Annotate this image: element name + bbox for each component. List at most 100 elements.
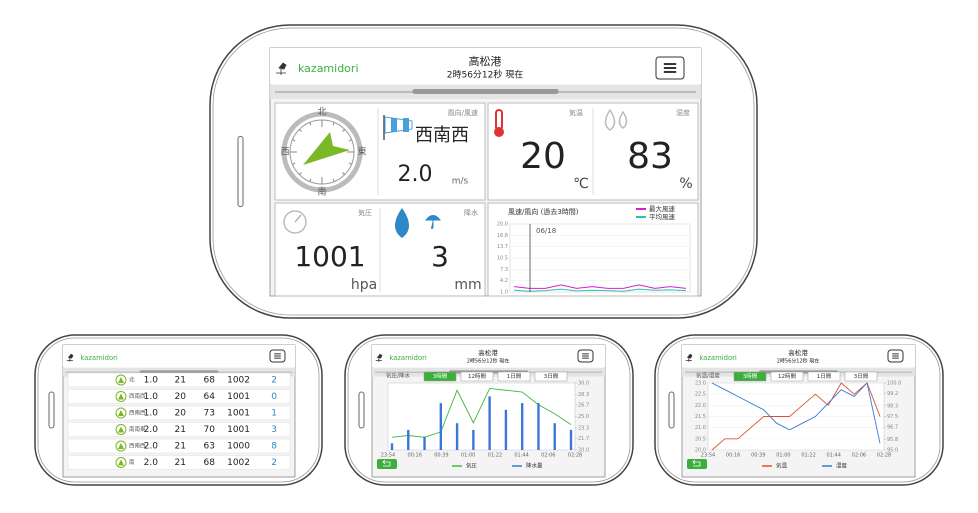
y2-tick-label: 95.0: [887, 448, 898, 454]
side-button: [237, 135, 244, 208]
back-button[interactable]: [377, 459, 397, 469]
tab[interactable]: [497, 371, 531, 382]
y2-tick-label: 30.0: [578, 381, 589, 387]
rain: 2: [271, 376, 277, 386]
pressure-unit: hpa: [351, 277, 377, 293]
tab[interactable]: [423, 371, 457, 382]
compass-west: 西: [280, 147, 289, 158]
y-tick-label: 10.5: [497, 256, 508, 262]
bar: [537, 403, 540, 450]
compass-tick: [299, 172, 302, 175]
slider-thumb[interactable]: [139, 370, 219, 374]
direction-arrow: [118, 426, 124, 433]
humidity: 68: [204, 458, 216, 468]
pressure: 1001: [227, 425, 250, 435]
tab[interactable]: [807, 371, 841, 382]
humidity: 68: [204, 376, 216, 386]
pressure: 1001: [227, 392, 250, 402]
compass-east: 東: [357, 146, 366, 158]
panel-label: 気圧: [358, 208, 372, 217]
wind-direction: 西南西: [129, 442, 146, 450]
wind-direction: 西南西: [129, 409, 146, 417]
legend-label: 降水量: [526, 462, 543, 470]
station-title: 高松港: [469, 54, 502, 68]
legend-label: 湿度: [836, 462, 848, 470]
compass-tick: [342, 129, 345, 132]
panel-label: 湿度: [676, 108, 690, 117]
y2-tick-label: 96.7: [887, 425, 898, 431]
compass-tick: [292, 139, 296, 142]
bar: [423, 436, 426, 450]
series-line: [513, 284, 687, 289]
bar: [520, 403, 524, 450]
wind-direction: 西南西: [129, 392, 146, 400]
direction-arrow: [118, 410, 124, 416]
slider-thumb[interactable]: [412, 89, 559, 94]
tab[interactable]: [460, 371, 494, 382]
series-line: [711, 382, 881, 444]
x-tick-label: 01:44: [827, 453, 841, 459]
tab-label: 3日間: [854, 373, 869, 380]
tab[interactable]: [534, 371, 568, 382]
rain: 0: [271, 392, 277, 402]
x-tick-label: 00:39: [751, 453, 765, 459]
temperature: 21: [175, 376, 186, 386]
tab[interactable]: [770, 371, 804, 382]
humidity: 73: [204, 409, 215, 419]
side-button: [48, 391, 55, 429]
y-tick-label: 23.0: [695, 381, 706, 387]
gauge-needle: [294, 214, 302, 223]
windsock-band: [403, 118, 409, 132]
wind-speed: 1.0: [144, 409, 159, 419]
x-tick-label: 01:00: [776, 453, 790, 459]
wind-direction: 北: [129, 376, 135, 384]
tab-label: 1日間: [507, 373, 522, 380]
x-tick-label: 23:54: [381, 453, 395, 459]
y2-tick-label: 100.0: [887, 381, 901, 387]
compass-south: 南: [317, 186, 326, 198]
rain-unit: mm: [454, 277, 481, 293]
rain-icon: [395, 208, 409, 238]
update-time: 2時56分12秒 現在: [467, 358, 510, 365]
humidity-icon: [604, 108, 628, 131]
y2-tick-label: 97.5: [887, 414, 898, 420]
tab[interactable]: [844, 371, 878, 382]
y-tick-label: 20.5: [695, 436, 706, 442]
phone-bezel: [37, 337, 320, 483]
y2-tick-label: 26.7: [578, 403, 589, 409]
direction-arrow: [118, 443, 124, 449]
compass-north: 北: [317, 107, 326, 118]
wind-speed: 1.0: [144, 392, 159, 402]
humidity: 83: [627, 136, 673, 177]
humidity: 64: [204, 392, 216, 402]
x-tick-label: 01:00: [461, 453, 475, 459]
wind-direction: 西南西: [415, 125, 469, 146]
chart-label: 気温/湿度: [696, 372, 720, 380]
tab[interactable]: [733, 371, 767, 382]
temperature: 21: [175, 458, 186, 468]
panel-label: 気温: [569, 108, 583, 117]
bar: [504, 409, 508, 450]
x-tick-label: 02:06: [852, 453, 866, 459]
compass-tick: [348, 162, 352, 165]
brand: kazamidori: [80, 354, 118, 362]
compass-tick: [348, 139, 352, 142]
phone-bezel: [212, 27, 755, 316]
x-tick-label: 02:28: [877, 453, 891, 459]
direction-arrow: [118, 459, 124, 466]
back-arrow: [692, 459, 701, 467]
chart-label: 気圧/降水: [386, 372, 410, 380]
bar: [553, 423, 556, 450]
station-title: 高松港: [478, 348, 498, 357]
back-button[interactable]: [687, 459, 707, 469]
bar: [439, 403, 443, 450]
pressure: 1001: [227, 409, 250, 419]
tab-label: 3時間: [743, 372, 758, 380]
phone-bezel: [347, 337, 631, 483]
temperature: 20: [520, 136, 566, 177]
update-time: 2時56分12秒 現在: [447, 69, 524, 81]
rain: 3: [271, 425, 277, 435]
y2-tick-label: 98.3: [887, 403, 898, 409]
x-tick-label: 00:16: [726, 453, 740, 459]
